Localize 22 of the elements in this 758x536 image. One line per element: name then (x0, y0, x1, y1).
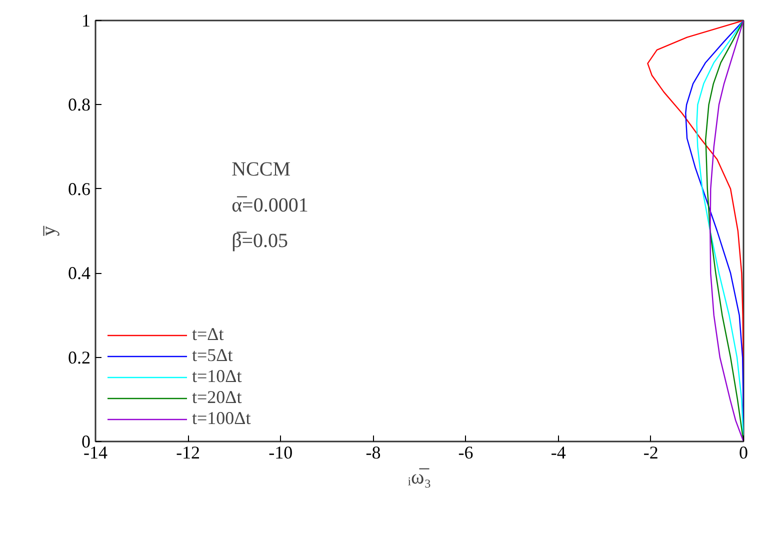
y-tick-label: 0.2 (68, 347, 90, 368)
x-tick-label: -2 (643, 442, 658, 462)
legend-label: t=10Δt (192, 366, 242, 387)
y-tick-label: 1 (82, 10, 90, 30)
y-tick-label: 0.4 (68, 263, 90, 284)
legend-label: t=100Δt (192, 408, 251, 429)
annotation: α̅=0.0001 (232, 194, 308, 216)
y-tick-label: 0.6 (68, 178, 90, 199)
annotation: β̅=0.05 (232, 230, 288, 252)
x-tick-label: -12 (176, 442, 200, 462)
x-tick-label: -10 (268, 442, 293, 462)
annotation: NCCM (232, 158, 291, 180)
x-tick-label: 0 (739, 442, 748, 462)
x-tick-label: -6 (458, 442, 474, 462)
legend-label: t=20Δt (192, 387, 242, 408)
y-tick-label: 0.8 (68, 94, 90, 115)
x-axis-title: ᵢω̅₃ (408, 466, 432, 488)
y-axis-title: y̅ (38, 224, 60, 237)
x-tick-label: -4 (550, 442, 566, 462)
x-tick-label: -8 (366, 442, 381, 462)
legend-label: t=5Δt (192, 345, 233, 366)
legend-label: t=Δt (192, 324, 224, 345)
